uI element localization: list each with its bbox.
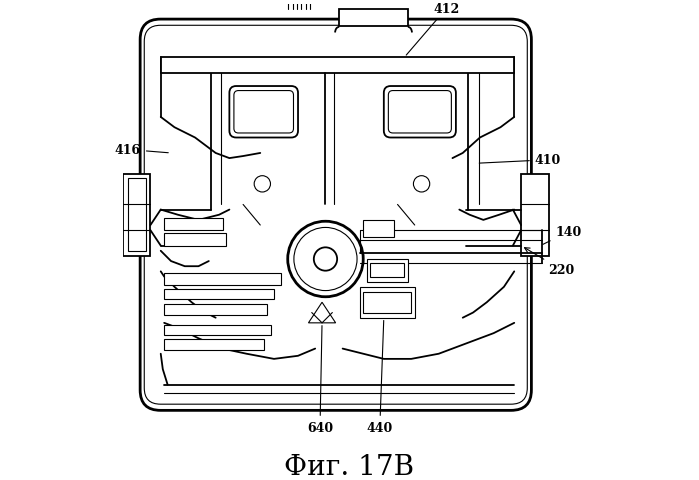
Bar: [367, 260, 408, 282]
Bar: [360, 287, 415, 318]
Bar: [164, 274, 281, 285]
Polygon shape: [161, 58, 514, 73]
Bar: [164, 289, 274, 300]
PathPatch shape: [140, 20, 531, 410]
Polygon shape: [521, 174, 549, 256]
Text: 220: 220: [524, 248, 575, 277]
PathPatch shape: [384, 87, 456, 138]
Circle shape: [294, 228, 357, 291]
Bar: [164, 325, 271, 336]
Polygon shape: [123, 174, 150, 256]
Bar: [127, 179, 146, 252]
Text: 640: 640: [307, 326, 333, 434]
Bar: [363, 220, 394, 238]
Bar: [164, 218, 222, 231]
Text: 410: 410: [480, 154, 561, 167]
Polygon shape: [308, 302, 336, 323]
Polygon shape: [339, 10, 408, 27]
Text: 440: 440: [367, 321, 393, 434]
Text: 140: 140: [543, 226, 582, 245]
Bar: [164, 305, 267, 315]
Circle shape: [288, 222, 363, 297]
Text: Фиг. 17B: Фиг. 17B: [284, 454, 415, 480]
Circle shape: [413, 176, 430, 192]
Bar: [370, 264, 405, 277]
Bar: [164, 340, 264, 350]
Text: 416: 416: [115, 144, 168, 156]
Bar: [164, 234, 226, 246]
PathPatch shape: [229, 87, 298, 138]
Circle shape: [314, 248, 337, 271]
Bar: [363, 292, 411, 313]
Text: 412: 412: [406, 3, 459, 56]
Circle shape: [254, 176, 271, 192]
